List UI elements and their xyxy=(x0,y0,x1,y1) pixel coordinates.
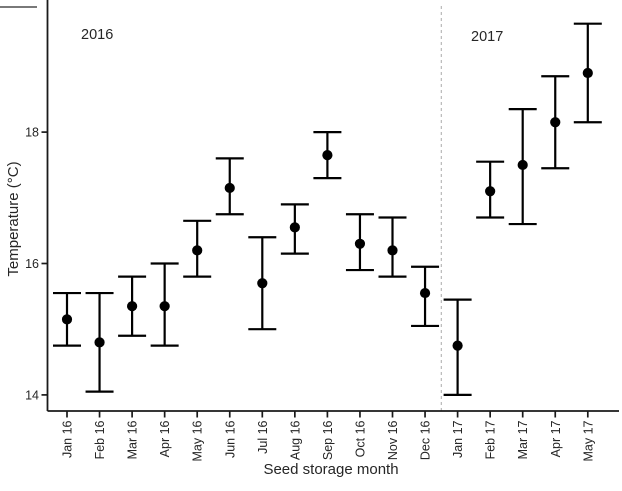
x-tick-label: Mar 17 xyxy=(516,420,530,459)
x-tick-label: Jun 16 xyxy=(223,420,237,458)
x-tick-label: Dec 16 xyxy=(419,420,433,460)
x-tick-label: Oct 16 xyxy=(353,420,367,457)
data-point xyxy=(550,117,561,128)
x-tick-label: Nov 16 xyxy=(386,420,400,460)
data-point xyxy=(224,182,235,194)
x-tick-label: May 17 xyxy=(581,420,595,461)
y-tick-label: 14 xyxy=(25,388,39,402)
data-point xyxy=(289,222,300,233)
data-point xyxy=(192,245,203,256)
x-tick-label: Mar 16 xyxy=(126,420,140,459)
x-axis-title: Seed storage month xyxy=(263,461,399,478)
x-tick-label: Sep 16 xyxy=(321,420,335,460)
data-point xyxy=(582,67,593,79)
x-tick-label: May 16 xyxy=(191,420,205,461)
data-point xyxy=(354,238,366,249)
data-point xyxy=(159,301,170,312)
data-point xyxy=(452,340,463,351)
year-label-2016: 2016 xyxy=(81,27,114,43)
data-point xyxy=(94,337,105,348)
y-tick-label: 16 xyxy=(25,257,39,271)
data-point xyxy=(387,245,398,256)
x-tick-label: Aug 16 xyxy=(288,420,302,460)
year-label-2017: 2017 xyxy=(471,29,504,45)
x-tick-label: Apr 17 xyxy=(549,420,563,457)
x-tick-label: Feb 17 xyxy=(484,420,498,459)
x-tick-label: Jul 16 xyxy=(256,420,270,453)
x-tick-label: Jan 16 xyxy=(61,420,75,458)
y-tick-label: 18 xyxy=(25,126,39,140)
x-tick-label: Jan 17 xyxy=(451,420,465,458)
data-point xyxy=(127,301,138,312)
data-point xyxy=(322,149,333,161)
x-tick-label: Feb 16 xyxy=(93,420,107,459)
y-axis-title: Temperature (°C) xyxy=(5,161,22,277)
data-point xyxy=(485,186,496,197)
data-point xyxy=(517,159,528,171)
data-point xyxy=(61,314,73,325)
x-tick-label: Apr 16 xyxy=(158,420,172,457)
data-point xyxy=(257,278,268,289)
data-point xyxy=(419,287,431,299)
